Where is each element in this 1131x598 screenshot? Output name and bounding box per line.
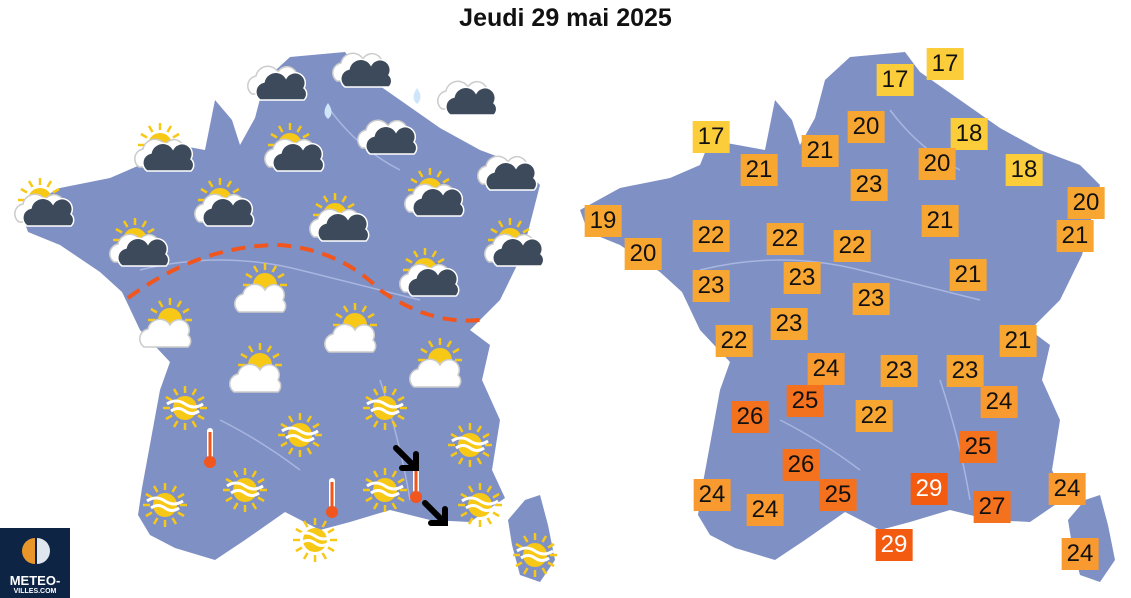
sun-cloud-icon — [404, 168, 465, 217]
sun-cloud-icon — [264, 123, 325, 172]
temperature-label: 24 — [1061, 538, 1099, 570]
sun-light-cloud-icon — [409, 338, 462, 388]
temperature-label: 24 — [746, 494, 784, 526]
sun-haze-icon — [278, 413, 322, 457]
temperature-label: 23 — [850, 169, 888, 201]
sun-haze-icon — [363, 386, 407, 430]
sun-cloud-icon — [109, 218, 170, 267]
temperature-label: 23 — [692, 270, 730, 302]
sun-cloud-icon — [399, 248, 460, 297]
logo-text: METEO- — [9, 573, 61, 588]
wind-arrow-icon — [393, 445, 419, 471]
rain-drop-icon — [413, 88, 421, 104]
temperature-label: 23 — [852, 283, 890, 315]
temperature-label: 22 — [855, 400, 893, 432]
sun-light-cloud-icon — [234, 263, 287, 313]
sun-cloud-icon — [194, 178, 255, 227]
temperature-label: 20 — [847, 111, 885, 143]
cloud-icon — [477, 155, 538, 191]
meteo-villes-logo[interactable]: METEO- VILLES.COM — [0, 528, 70, 598]
temperature-label: 24 — [693, 479, 731, 511]
sun-haze-icon — [293, 518, 337, 562]
rain-drop-icon — [324, 103, 332, 119]
sun-haze-icon — [223, 468, 267, 512]
sun-haze-icon — [363, 468, 407, 512]
sun-haze-icon — [448, 423, 492, 467]
temperature-label: 18 — [1005, 154, 1043, 186]
sun-haze-icon — [513, 533, 557, 577]
rivers — [699, 109, 981, 501]
sun-light-cloud-icon — [229, 343, 282, 393]
temperature-label: 21 — [949, 259, 987, 291]
temperature-label: 23 — [770, 308, 808, 340]
sun-cloud-icon — [14, 178, 75, 227]
temperature-label: 25 — [786, 385, 824, 417]
temperature-label: 22 — [715, 325, 753, 357]
cloud-icon — [247, 65, 308, 101]
temperature-label: 21 — [740, 154, 778, 186]
temperature-label: 29 — [910, 473, 948, 505]
map-title: Jeudi 29 mai 2025 — [459, 4, 672, 32]
logo-half-moon-icon — [22, 538, 50, 564]
cloud-icon — [357, 119, 418, 155]
temperature-label: 21 — [801, 135, 839, 167]
temperature-label: 24 — [1048, 473, 1086, 505]
temperature-label: 29 — [875, 529, 913, 561]
temperature-label: 21 — [921, 205, 959, 237]
temperature-label: 26 — [782, 449, 820, 481]
thermometer-hot-icon — [326, 478, 338, 518]
temperature-label: 20 — [624, 238, 662, 270]
temperature-label: 22 — [692, 220, 730, 252]
sun-haze-icon — [458, 483, 502, 527]
weather-front-line — [126, 242, 481, 323]
temperature-label: 24 — [807, 353, 845, 385]
temperature-label: 17 — [926, 48, 964, 80]
temperature-label: 17 — [692, 121, 730, 153]
thermometer-hot-icon — [204, 428, 216, 468]
temperature-label: 21 — [1056, 220, 1094, 252]
sun-cloud-icon — [134, 123, 195, 172]
logo-subtext: VILLES.COM — [13, 588, 57, 595]
temperature-label: 18 — [950, 118, 988, 150]
temperature-label: 20 — [1067, 187, 1105, 219]
temperature-label: 23 — [946, 355, 984, 387]
temperature-label: 25 — [819, 479, 857, 511]
sun-cloud-icon — [484, 218, 545, 267]
temperature-label: 27 — [973, 491, 1011, 523]
temperature-label: 24 — [980, 386, 1018, 418]
sun-haze-icon — [143, 483, 187, 527]
temperature-label: 17 — [876, 64, 914, 96]
temperature-label: 22 — [766, 223, 804, 255]
sun-light-cloud-icon — [139, 298, 192, 348]
temperature-label: 19 — [584, 205, 622, 237]
temperature-label: 20 — [918, 148, 956, 180]
temperature-label: 21 — [999, 325, 1037, 357]
temperature-label: 25 — [959, 431, 997, 463]
temperature-label: 22 — [833, 230, 871, 262]
sun-light-cloud-icon — [324, 303, 377, 353]
cloud-icon — [332, 52, 393, 88]
temperature-label: 23 — [783, 262, 821, 294]
temperature-label: 26 — [731, 401, 769, 433]
temperature-label: 23 — [880, 355, 918, 387]
sun-cloud-icon — [309, 193, 370, 242]
sun-haze-icon — [163, 386, 207, 430]
cloud-icon — [437, 80, 498, 116]
wind-arrow-icon — [422, 500, 448, 526]
corsica-outline — [508, 495, 555, 582]
